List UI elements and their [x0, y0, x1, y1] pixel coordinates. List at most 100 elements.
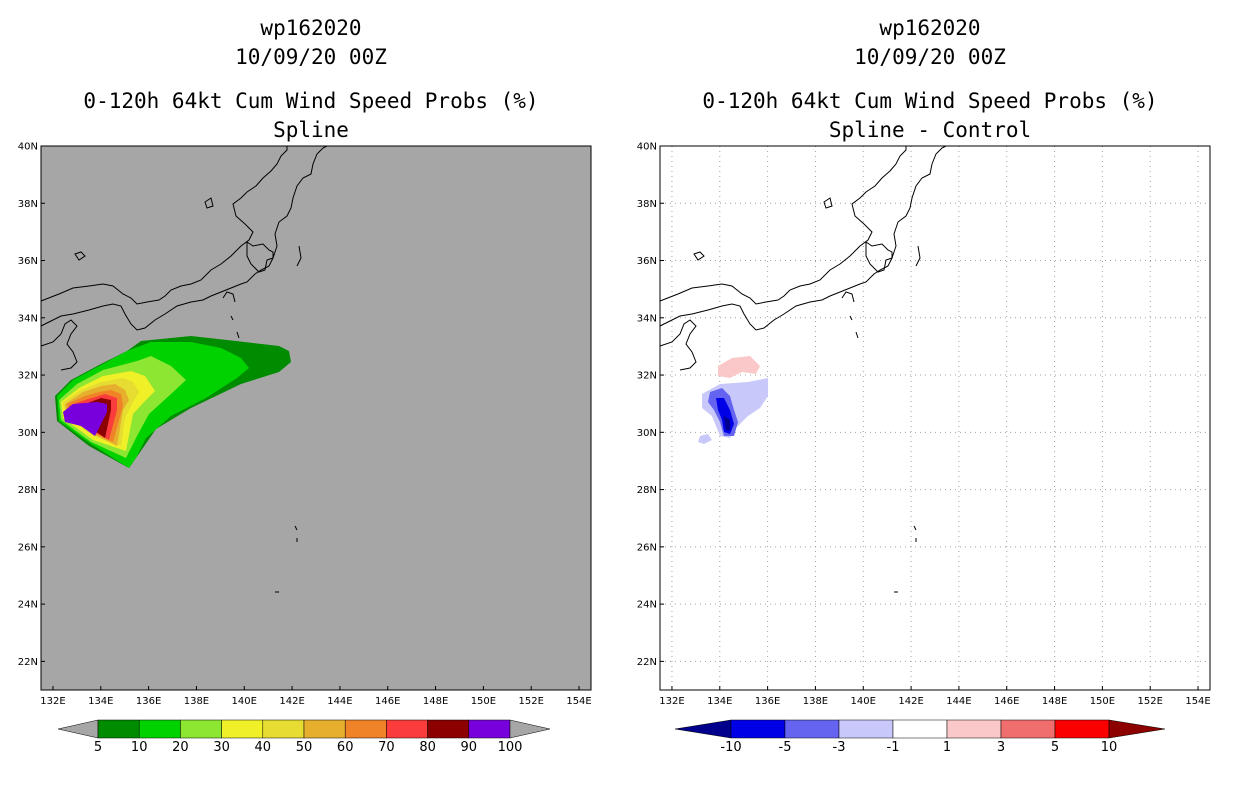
right-cbar-label: -5 [779, 740, 792, 755]
right-cbar-label: 1 [943, 740, 951, 755]
left-map: 132E 134E 136E 138E 140E 142E 144E 146E 148E 150E… [18, 142, 592, 708]
left-lon-label: 146E [375, 696, 400, 707]
left-cbar-box [427, 719, 470, 739]
left-lon-label: 134E [88, 696, 113, 707]
left-lon-label: 138E [184, 696, 209, 707]
left-cbar-label: 70 [378, 740, 395, 755]
right-title-block: wp162020 10/09/20 00Z 0-120h 64kt Cum Wi… [650, 14, 1210, 145]
left-cbar-box [138, 719, 181, 739]
left-cbar-label: 20 [172, 740, 189, 755]
right-cbar-label: -3 [833, 740, 846, 755]
right-lon-label: 154E [1185, 696, 1210, 707]
left-lat-label: 22N [18, 657, 38, 668]
right-map-frame [659, 145, 1211, 691]
right-coastlines [659, 145, 947, 593]
right-lon-label: 146E [994, 696, 1019, 707]
right-cbar-label: -10 [720, 740, 741, 755]
right-lon-label: 132E [659, 696, 684, 707]
left-cbar-box [303, 719, 346, 739]
right-lat-label: 32N [637, 371, 657, 382]
right-cbar-low-arrow [674, 719, 732, 739]
left-lon-label: 150E [471, 696, 496, 707]
right-lat-label: 38N [637, 199, 657, 210]
right-lat-label: 24N [637, 600, 657, 611]
right-gridlines [660, 145, 1210, 690]
left-lon-label: 140E [232, 696, 257, 707]
right-cbar-box [784, 719, 840, 739]
left-cbar-box [262, 719, 305, 739]
left-lon-label: 148E [423, 696, 448, 707]
right-lon-label: 134E [707, 696, 732, 707]
right-lon-label: 136E [755, 696, 780, 707]
left-lat-label: 40N [18, 142, 38, 153]
right-axis-ticks: 132E 134E 136E 138E 140E 142E 144E 146E 148E 150E… [637, 142, 1211, 708]
right-lat-label: 30N [637, 428, 657, 439]
left-cbar-high-arrow [509, 719, 551, 739]
left-map-frame [40, 145, 592, 691]
left-product: 0-120h 64kt Cum Wind Speed Probs (%) [83, 89, 539, 113]
left-lat-label: 36N [18, 256, 38, 267]
right-storm-id: wp162020 [879, 16, 981, 40]
left-lon-label: 144E [327, 696, 352, 707]
right-map: 132E 134E 136E 138E 140E 142E 144E 146E 148E 150E… [637, 142, 1211, 708]
left-cbar-label: 60 [337, 740, 354, 755]
left-cbar-box [180, 719, 222, 739]
right-map-background [660, 146, 1210, 690]
left-lon-label: 132E [40, 696, 65, 707]
right-lat-label: 40N [637, 142, 657, 153]
right-lat-label: 26N [637, 542, 657, 553]
right-lat-label: 36N [637, 256, 657, 267]
left-cbar-label: 50 [296, 740, 313, 755]
right-cbar-box [1000, 719, 1056, 739]
right-cbar-label: 3 [997, 740, 1005, 755]
left-lon-label: 152E [519, 696, 544, 707]
right-product: 0-120h 64kt Cum Wind Speed Probs (%) [702, 89, 1158, 113]
right-cbar-box [946, 719, 1002, 739]
right-subtitle: Spline - Control [828, 118, 1032, 142]
left-cbar-label: 40 [255, 740, 272, 755]
right-lon-label: 152E [1138, 696, 1163, 707]
right-lon-label: 138E [803, 696, 828, 707]
right-lon-label: 148E [1042, 696, 1067, 707]
left-datetime: 10/09/20 00Z [235, 45, 387, 69]
left-cbar-label: 5 [94, 740, 102, 755]
left-lat-label: 38N [18, 199, 38, 210]
right-lon-label: 142E [898, 696, 923, 707]
left-axis-ticks: 132E 134E 136E 138E 140E 142E 144E 146E 148E 150E… [18, 142, 592, 708]
right-cbar-label: -1 [887, 740, 900, 755]
left-cbar-low-arrow [57, 719, 99, 739]
right-colorbar: -10 -5 -3 -1 1 3 5 10 [674, 719, 1166, 755]
left-lat-label: 28N [18, 485, 38, 496]
left-cbar-box [221, 719, 264, 739]
left-cbar-box [344, 719, 387, 739]
left-lat-label: 34N [18, 313, 38, 324]
left-lat-label: 26N [18, 542, 38, 553]
left-lat-label: 32N [18, 371, 38, 382]
right-lon-label: 140E [851, 696, 876, 707]
left-title-block: wp162020 10/09/20 00Z 0-120h 64kt Cum Wi… [31, 14, 591, 145]
left-cbar-box [97, 719, 140, 739]
left-lon-label: 136E [136, 696, 161, 707]
left-cbar-label: 30 [213, 740, 230, 755]
left-cbar-label: 80 [419, 740, 436, 755]
right-cbar-label: 5 [1051, 740, 1059, 755]
left-subtitle: Spline [273, 118, 349, 142]
left-colorbar: 5 10 20 30 40 50 60 70 80 90 100 [57, 719, 551, 755]
right-lat-label: 28N [637, 485, 657, 496]
left-cbar-box [386, 719, 428, 739]
right-lat-label: 22N [637, 657, 657, 668]
left-lon-label: 154E [566, 696, 591, 707]
left-cbar-label: 10 [131, 740, 148, 755]
right-lat-label: 34N [637, 313, 657, 324]
left-cbar-box [468, 719, 511, 739]
right-lon-label: 150E [1090, 696, 1115, 707]
left-cbar-label: 100 [498, 740, 523, 755]
left-lat-label: 30N [18, 428, 38, 439]
right-cbar-label: 10 [1101, 740, 1118, 755]
left-storm-id: wp162020 [260, 16, 362, 40]
right-cbar-high-arrow [1108, 719, 1166, 739]
left-cbar-label: 90 [461, 740, 478, 755]
right-cbar-box [838, 719, 894, 739]
left-coastlines [40, 145, 328, 593]
left-lat-label: 24N [18, 600, 38, 611]
